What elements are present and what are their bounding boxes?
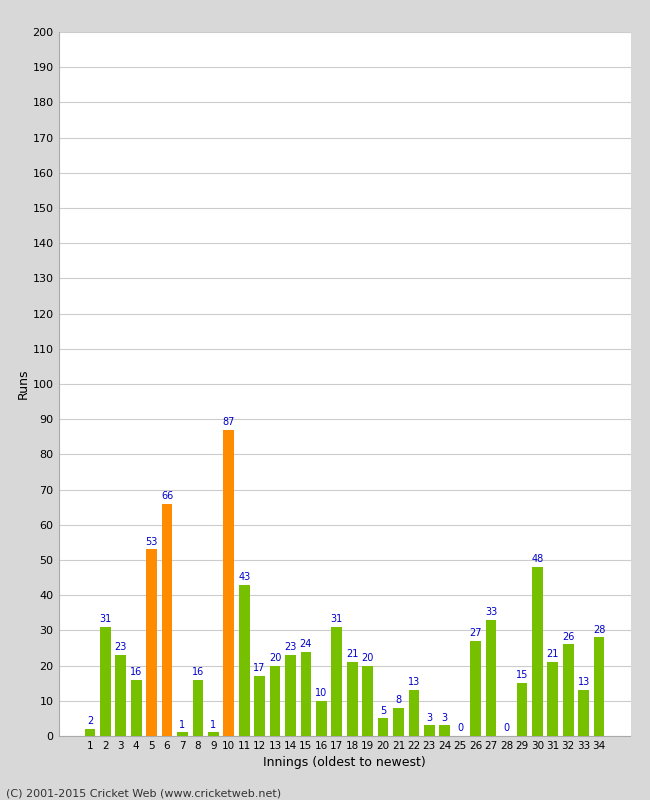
Text: 33: 33 xyxy=(485,607,497,617)
Bar xyxy=(224,430,234,736)
Text: 16: 16 xyxy=(192,667,204,677)
Bar xyxy=(332,627,342,736)
Bar xyxy=(115,655,126,736)
Text: 21: 21 xyxy=(547,650,559,659)
Bar xyxy=(486,620,497,736)
Text: 0: 0 xyxy=(504,723,510,733)
Bar xyxy=(270,666,280,736)
Bar xyxy=(192,680,203,736)
Bar xyxy=(254,676,265,736)
Bar xyxy=(547,662,558,736)
Text: 23: 23 xyxy=(284,642,296,652)
Text: 24: 24 xyxy=(300,638,312,649)
Bar xyxy=(517,683,527,736)
Text: 20: 20 xyxy=(269,653,281,662)
Text: 3: 3 xyxy=(442,713,448,722)
Text: 13: 13 xyxy=(578,678,590,687)
Text: 3: 3 xyxy=(426,713,432,722)
Text: 21: 21 xyxy=(346,650,358,659)
Bar xyxy=(424,726,435,736)
Bar xyxy=(300,651,311,736)
Bar xyxy=(239,585,250,736)
Bar xyxy=(593,638,604,736)
Bar xyxy=(162,504,172,736)
Bar xyxy=(378,718,389,736)
Text: 31: 31 xyxy=(331,614,343,624)
Text: 53: 53 xyxy=(146,537,158,546)
Bar xyxy=(578,690,589,736)
Text: 26: 26 xyxy=(562,632,575,642)
Text: 23: 23 xyxy=(114,642,127,652)
Text: 66: 66 xyxy=(161,491,173,501)
Text: 13: 13 xyxy=(408,678,420,687)
Bar xyxy=(347,662,358,736)
Bar xyxy=(208,733,219,736)
Text: 28: 28 xyxy=(593,625,605,634)
Bar xyxy=(316,701,327,736)
Bar xyxy=(532,567,543,736)
Text: 1: 1 xyxy=(211,720,216,730)
Text: 10: 10 xyxy=(315,688,328,698)
Text: 8: 8 xyxy=(395,695,402,705)
Text: 1: 1 xyxy=(179,720,185,730)
Text: 87: 87 xyxy=(222,417,235,427)
Text: 48: 48 xyxy=(531,554,543,564)
Bar xyxy=(285,655,296,736)
Bar xyxy=(362,666,373,736)
Text: 31: 31 xyxy=(99,614,111,624)
Y-axis label: Runs: Runs xyxy=(17,369,30,399)
Text: 27: 27 xyxy=(469,628,482,638)
Bar xyxy=(439,726,450,736)
Text: 43: 43 xyxy=(238,572,250,582)
Text: 0: 0 xyxy=(457,723,463,733)
Bar xyxy=(409,690,419,736)
Bar xyxy=(100,627,110,736)
Text: 15: 15 xyxy=(515,670,528,680)
Bar xyxy=(131,680,142,736)
X-axis label: Innings (oldest to newest): Innings (oldest to newest) xyxy=(263,757,426,770)
Bar xyxy=(177,733,188,736)
Text: 16: 16 xyxy=(130,667,142,677)
Text: 2: 2 xyxy=(87,716,93,726)
Bar xyxy=(146,550,157,736)
Text: 20: 20 xyxy=(361,653,374,662)
Text: 17: 17 xyxy=(254,663,266,674)
Text: (C) 2001-2015 Cricket Web (www.cricketweb.net): (C) 2001-2015 Cricket Web (www.cricketwe… xyxy=(6,788,281,798)
Bar xyxy=(393,708,404,736)
Text: 5: 5 xyxy=(380,706,386,715)
Bar xyxy=(563,645,574,736)
Bar xyxy=(84,729,96,736)
Bar xyxy=(470,641,481,736)
